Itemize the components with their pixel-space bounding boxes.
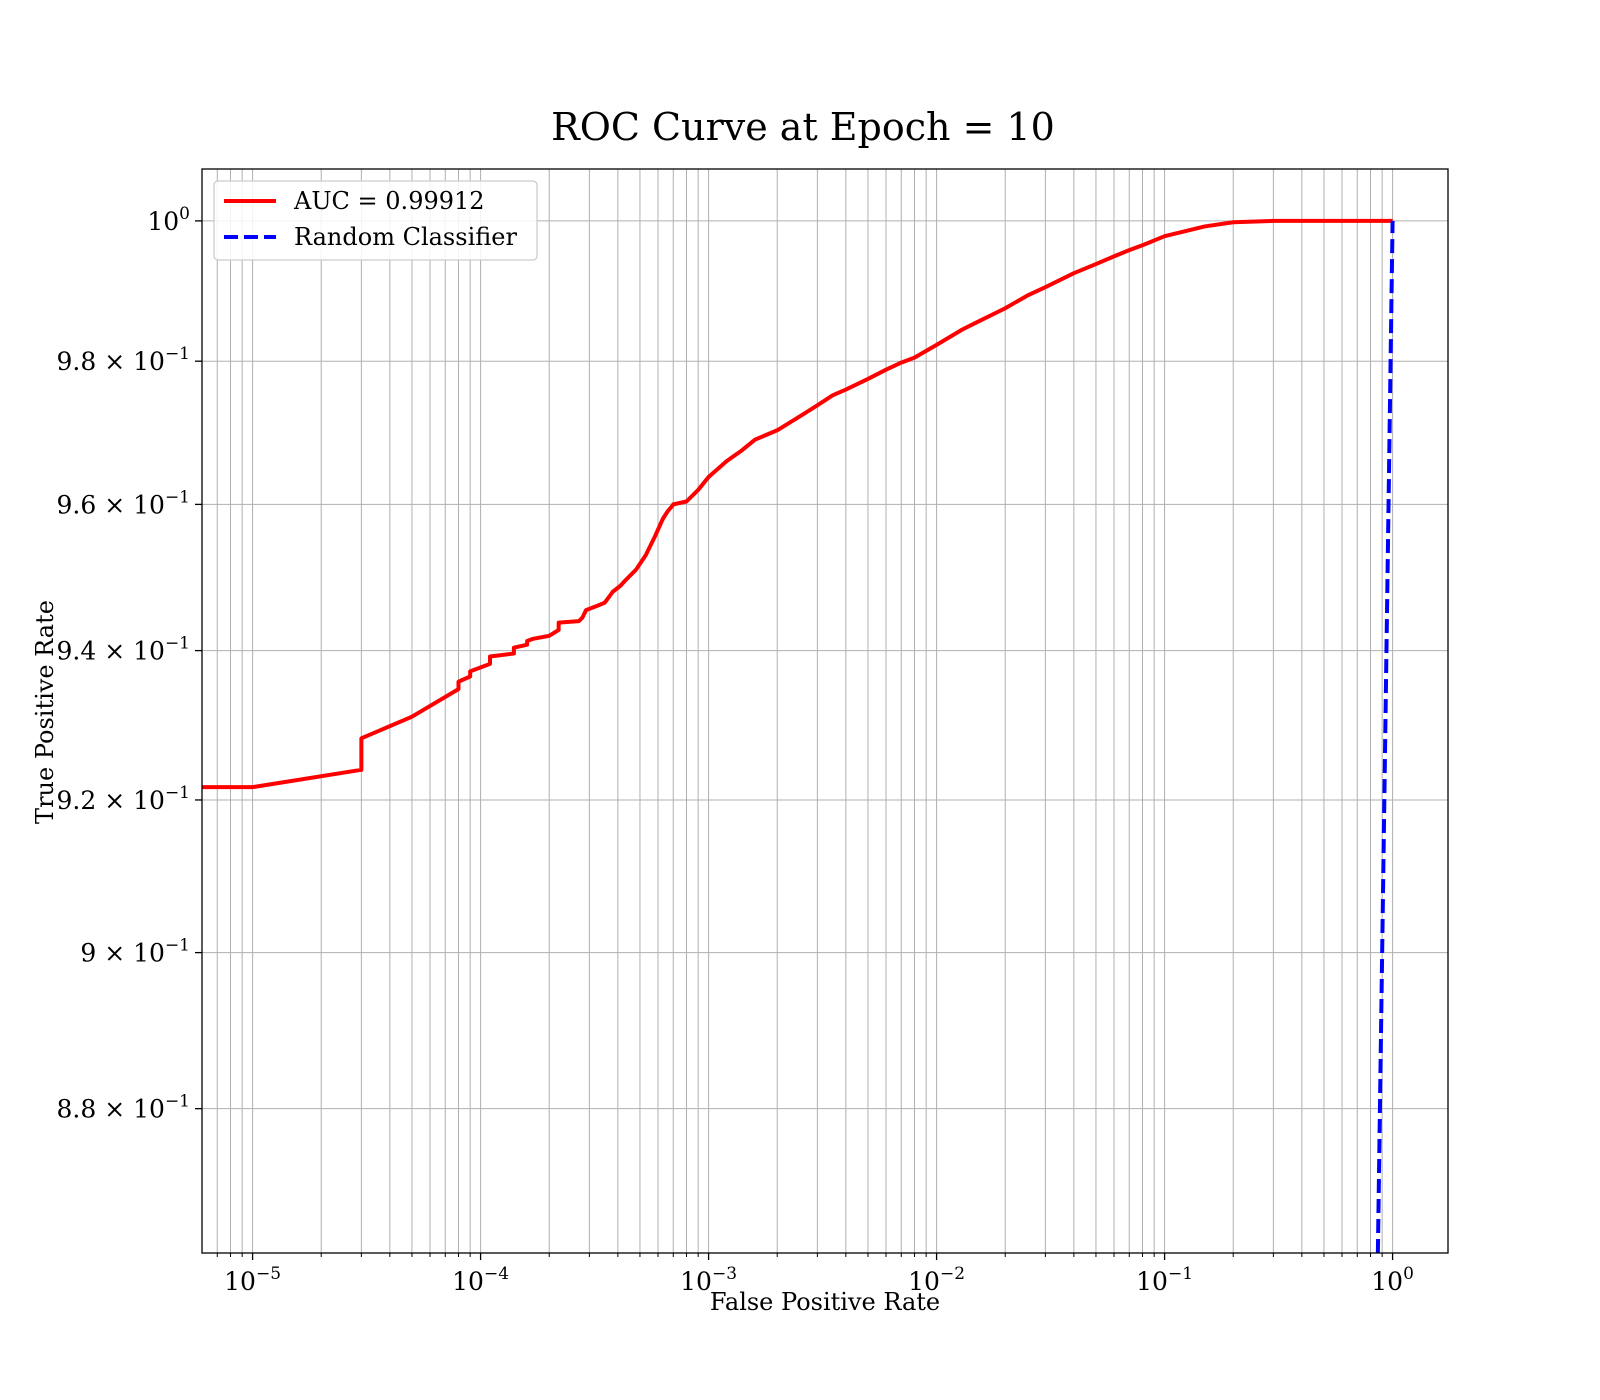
legend-box <box>213 180 538 261</box>
y-tick-label: 100 <box>147 204 190 236</box>
series-lines <box>202 218 1395 1254</box>
grid-lines <box>202 169 1448 1253</box>
series-line-roc <box>202 218 1393 790</box>
y-tick-label: 9.6 × 10−1 <box>57 487 190 519</box>
plot-area-frame <box>201 168 1449 1254</box>
x-axis-label: False Positive Rate <box>710 1288 940 1316</box>
x-tick-label: 10−4 <box>452 1264 509 1296</box>
series-line-random-classifier <box>1375 220 1395 1254</box>
y-tick-label: 9 × 10−1 <box>80 936 190 968</box>
x-tick-label: 10−1 <box>1136 1264 1193 1296</box>
y-tick-label: 9.8 × 10−1 <box>57 344 190 376</box>
y-tick-label: 9.4 × 10−1 <box>57 634 190 666</box>
y-tick-label: 9.2 × 10−1 <box>57 783 190 815</box>
chart-title: ROC Curve at Epoch = 10 <box>551 105 1055 149</box>
y-tick-label: 8.8 × 10−1 <box>57 1092 190 1124</box>
y-axis-label: True Positive Rate <box>31 600 59 824</box>
legend-label: AUC = 0.99912 <box>293 187 485 215</box>
axis-ticks: 10−5 10−4 10−3 10−2 10−1 100 8.8 × 10−1 9 × 10−… <box>57 204 1414 1296</box>
x-tick-label: 10−5 <box>224 1264 281 1296</box>
legend-label: Random Classifier <box>294 223 517 251</box>
x-tick-label: 100 <box>1371 1264 1414 1296</box>
x-tick-label: 10−3 <box>680 1264 737 1296</box>
x-tick-label: 10−2 <box>908 1264 965 1296</box>
legend: AUC = 0.99912 Random Classifier <box>213 180 538 261</box>
